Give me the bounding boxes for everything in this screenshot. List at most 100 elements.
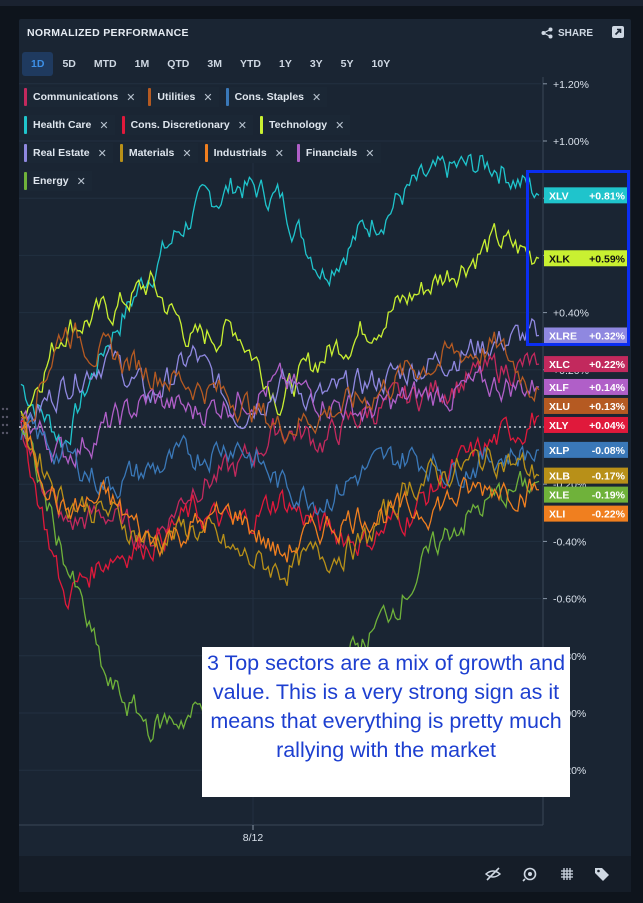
tab-mtd[interactable]: MTD: [93, 58, 117, 70]
series-line-xlk: [20, 223, 540, 419]
value-tag-ticker: XLRE: [549, 330, 577, 342]
value-tag-value: +0.04%: [589, 420, 626, 432]
remove-series-icon[interactable]: ✕: [76, 175, 86, 188]
x-tick-label: 8/12: [243, 832, 264, 844]
y-tick-label: +1.00%: [553, 136, 589, 148]
series-line-xlf: [20, 362, 540, 470]
timeframe-tabs: 1D 5D MTD 1M QTD 3M YTD 1Y 3Y 5Y 10Y: [22, 52, 399, 76]
remove-series-icon[interactable]: ✕: [97, 147, 107, 160]
value-tag-ticker: XLC: [549, 359, 570, 371]
legend-chip[interactable]: Financials ✕: [296, 143, 381, 163]
value-tag-value: -0.08%: [592, 445, 626, 457]
value-tag-value: -0.22%: [592, 509, 626, 521]
value-tag-ticker: XLV: [549, 190, 569, 202]
legend-label: Financials: [305, 147, 358, 159]
grid-icon[interactable]: [559, 866, 575, 882]
y-tick-label: -0.40%: [553, 536, 586, 548]
bottom-toolbar: [19, 856, 631, 892]
value-tag-value: +0.32%: [589, 330, 626, 342]
series-line-xlb: [20, 414, 540, 586]
legend-swatch: [225, 88, 229, 106]
remove-series-icon[interactable]: ✕: [182, 147, 192, 160]
legend-swatch: [24, 88, 27, 106]
remove-series-icon[interactable]: ✕: [99, 119, 109, 132]
tab-1y[interactable]: 1Y: [278, 58, 292, 70]
expand-icon[interactable]: [611, 25, 625, 39]
series-line-xli: [20, 421, 540, 563]
legend-swatch: [24, 172, 27, 190]
reset-zoom-icon[interactable]: [522, 866, 538, 882]
hide-icon[interactable]: [485, 866, 501, 882]
legend-row: Real Estate ✕ Materials ✕ Industrials ✕ Financ…: [24, 139, 544, 167]
legend-chip[interactable]: Industrials ✕: [204, 143, 290, 163]
tab-qtd[interactable]: QTD: [167, 58, 190, 70]
share-icon: [541, 27, 553, 39]
value-tag-ticker: XLU: [549, 401, 570, 413]
value-tag-xlre: XLRE +0.32%: [544, 327, 628, 344]
annotation-note: 3 Top sectors are a mix of growth and va…: [202, 647, 570, 797]
legend-chip[interactable]: Communications ✕: [24, 87, 142, 107]
tab-ytd[interactable]: YTD: [239, 58, 261, 70]
tab-1d[interactable]: 1D: [22, 52, 54, 76]
value-tag-bg: [544, 416, 628, 433]
remove-series-icon[interactable]: ✕: [365, 147, 375, 160]
panel-title: NORMALIZED PERFORMANCE: [27, 27, 189, 39]
legend-label: Technology: [269, 119, 328, 131]
tab-5d[interactable]: 5D: [62, 58, 76, 70]
value-tag-value: +0.59%: [589, 253, 626, 265]
legend-chip[interactable]: Materials ✕: [119, 143, 198, 163]
value-tag-value: +0.14%: [589, 382, 626, 394]
value-tag-bg: [544, 250, 628, 267]
legend-chip[interactable]: Utilities ✕: [148, 87, 219, 107]
value-tag-ticker: XLY: [549, 420, 568, 432]
resize-handle-icon[interactable]: [0, 405, 10, 441]
legend-label: Utilities: [157, 91, 196, 103]
tags-icon[interactable]: [594, 866, 610, 882]
remove-series-icon[interactable]: ✕: [126, 91, 136, 104]
value-tag-bg: [544, 378, 628, 395]
value-tag-xlk: XLK +0.59%: [544, 250, 628, 267]
remove-series-icon[interactable]: ✕: [274, 147, 284, 160]
tab-5y[interactable]: 5Y: [340, 58, 354, 70]
legend-label: Cons. Discretionary: [130, 119, 230, 131]
value-tag-xlb: XLB -0.17%: [544, 467, 628, 484]
remove-series-icon[interactable]: ✕: [335, 119, 345, 132]
tab-3m[interactable]: 3M: [207, 58, 222, 70]
remove-series-icon[interactable]: ✕: [203, 91, 213, 104]
value-tag-xlc: XLC +0.22%: [544, 356, 628, 373]
value-tag-bg: [544, 441, 628, 458]
value-tag-xly: XLY +0.04%: [544, 416, 628, 433]
legend-chip[interactable]: Real Estate ✕: [24, 143, 113, 163]
value-tag-value: -0.19%: [592, 490, 626, 502]
legend-chip[interactable]: Technology ✕: [260, 115, 351, 135]
value-tag-bg: [544, 356, 628, 373]
legend-swatch: [119, 144, 123, 162]
tab-3y[interactable]: 3Y: [309, 58, 323, 70]
legend-chip[interactable]: Cons. Staples ✕: [225, 87, 328, 107]
value-tag-xlv: XLV +0.81%: [544, 187, 628, 204]
tab-1m[interactable]: 1M: [134, 58, 150, 70]
value-tag-ticker: XLI: [549, 509, 565, 521]
remove-series-icon[interactable]: ✕: [237, 119, 247, 132]
tab-10y[interactable]: 10Y: [371, 58, 391, 70]
value-tag-value: +0.13%: [589, 401, 626, 413]
series-line-xlu: [21, 322, 540, 445]
legend-swatch: [121, 116, 125, 134]
value-tag-xlp: XLP -0.08%: [544, 441, 628, 458]
legend-swatch: [24, 144, 27, 162]
highlight-box: [526, 170, 630, 346]
value-tag-xlf: XLF +0.14%: [544, 378, 628, 395]
remove-series-icon[interactable]: ✕: [312, 91, 322, 104]
sector-legend: Communications ✕ Utilities ✕ Cons. Staples ✕ H…: [24, 83, 544, 195]
share-label: SHARE: [557, 27, 593, 39]
legend-chip[interactable]: Health Care ✕: [24, 115, 115, 135]
legend-label: Communications: [33, 91, 119, 103]
value-tag-ticker: XLE: [549, 490, 569, 502]
legend-row: Energy ✕: [24, 167, 544, 195]
series-line-xlv: [20, 153, 540, 448]
legend-chip[interactable]: Cons. Discretionary ✕: [121, 115, 253, 135]
legend-chip[interactable]: Energy ✕: [24, 171, 92, 191]
value-tag-xle: XLE -0.19%: [544, 486, 628, 503]
share-button[interactable]: SHARE: [541, 27, 593, 39]
legend-swatch: [296, 144, 300, 162]
